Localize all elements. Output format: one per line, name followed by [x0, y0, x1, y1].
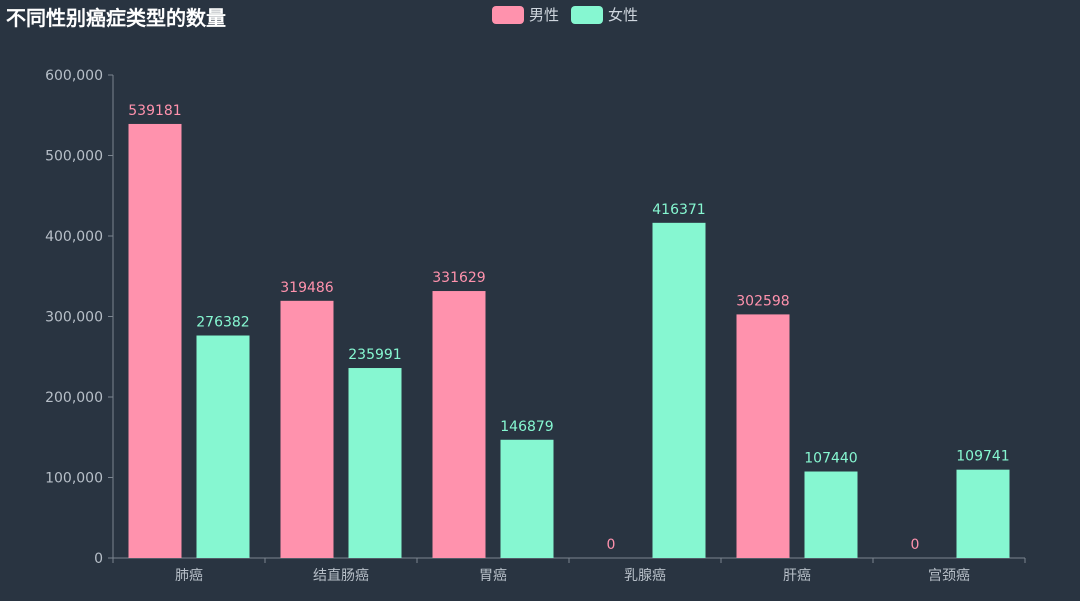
y-tick-label: 600,000 [45, 68, 103, 84]
y-tick-label: 0 [94, 551, 103, 567]
data-label-male: 539181 [128, 103, 181, 119]
bar-female [652, 222, 706, 558]
legend-label-male: 男性 [529, 6, 560, 24]
bar-female [196, 335, 250, 558]
data-label-male: 302598 [736, 293, 789, 309]
y-tick-label: 300,000 [45, 310, 103, 326]
data-label-female: 235991 [348, 347, 401, 363]
data-label-male: 331629 [432, 270, 485, 286]
data-label-male: 319486 [280, 280, 334, 296]
bar-male [280, 300, 334, 558]
legend-swatch-female [571, 5, 604, 24]
data-label-male: 0 [607, 537, 616, 553]
y-tick-label: 200,000 [45, 390, 103, 406]
legend-swatch-male [492, 5, 524, 24]
data-label-female: 109741 [956, 449, 1009, 465]
data-label-female: 416371 [652, 202, 705, 218]
bar-female [804, 471, 858, 558]
x-tick-label: 乳腺癌 [624, 568, 666, 584]
bar-female [956, 469, 1010, 558]
legend-item-male[interactable]: 男性 [492, 4, 559, 25]
legend: 男性 女性 [492, 4, 638, 25]
bar-female [348, 368, 402, 558]
bar-male [736, 314, 790, 558]
x-tick-label: 肺癌 [175, 568, 203, 584]
bar-female [500, 439, 554, 558]
bar-male [432, 291, 486, 558]
y-tick-label: 100,000 [45, 471, 103, 487]
legend-item-female[interactable]: 女性 [571, 4, 638, 25]
y-tick-label: 500,000 [45, 149, 103, 165]
data-label-female: 107440 [804, 451, 857, 467]
y-tick-label: 400,000 [45, 229, 103, 245]
x-tick-label: 宫颈癌 [928, 568, 970, 584]
x-tick-label: 胃癌 [479, 568, 507, 584]
x-tick-label: 结直肠癌 [313, 567, 369, 584]
data-label-female: 276382 [196, 315, 249, 331]
bar-male [128, 123, 182, 559]
x-tick-label: 肝癌 [783, 568, 811, 584]
data-label-male: 0 [911, 537, 920, 553]
chart-title: 不同性别癌症类型的数量 [6, 6, 226, 30]
legend-label-female: 女性 [608, 6, 639, 24]
data-label-female: 146879 [500, 419, 553, 435]
